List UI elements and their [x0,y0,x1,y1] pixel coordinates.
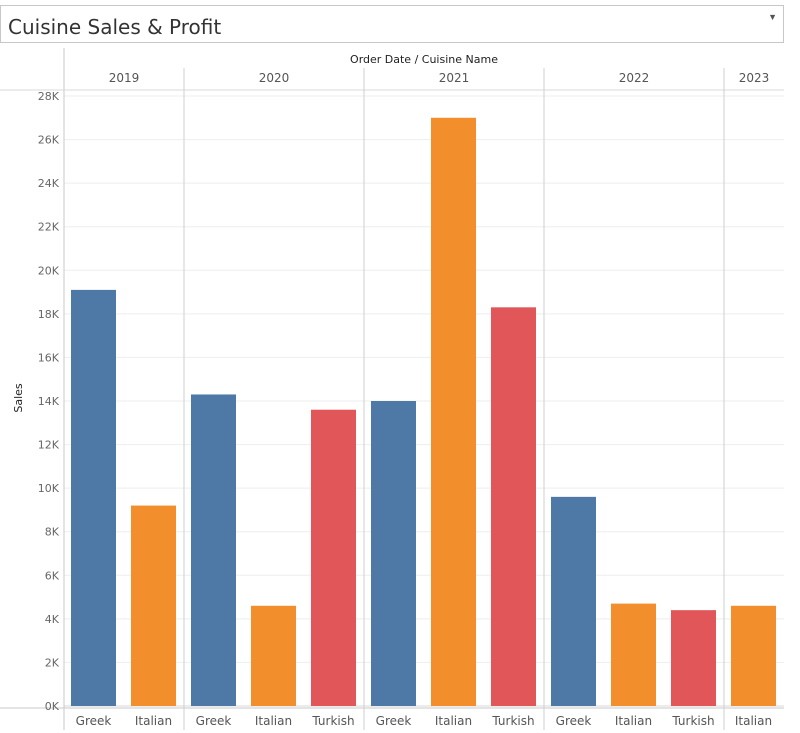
y-tick-label: 0K [45,700,60,713]
bar-greek [371,401,416,706]
bar-turkish [311,409,356,706]
category-label: Turkish [311,714,354,728]
chart-title: Cuisine Sales & Profit [8,15,222,39]
category-label: Turkish [671,714,714,728]
category-label: Italian [435,714,472,728]
y-tick-label: 10K [38,482,60,495]
y-tick-label: 24K [38,177,60,190]
bar-turkish [491,307,536,706]
bar-italian [731,605,776,706]
bar-turkish [671,610,716,706]
y-tick-label: 14K [38,395,60,408]
y-tick-label: 18K [38,308,60,321]
y-axis-label: Sales [12,383,25,413]
category-label: Italian [735,714,772,728]
y-tick-label: 4K [45,613,60,626]
y-tick-label: 28K [38,90,60,103]
y-tick-label: 26K [38,134,60,147]
y-tick-label: 20K [38,264,60,277]
chart-header: Order Date / Cuisine Name [350,53,498,66]
year-label: 2021 [439,71,470,85]
bar-greek [551,496,596,706]
title-box: Cuisine Sales & Profit ▼ [0,5,784,43]
category-label: Greek [196,714,232,728]
category-label: Italian [135,714,172,728]
bar-italian [131,505,176,706]
category-label: Greek [556,714,592,728]
category-label: Turkish [491,714,534,728]
category-label: Greek [76,714,112,728]
y-tick-label: 16K [38,351,60,364]
bar-italian [431,117,476,707]
bar-italian [611,603,656,706]
y-tick-label: 2K [45,656,60,669]
year-label: 2023 [739,71,770,85]
year-label: 2019 [109,71,140,85]
year-label: 2020 [259,71,290,85]
category-label: Italian [615,714,652,728]
bar-greek [71,289,116,706]
y-tick-label: 6K [45,569,60,582]
category-label: Italian [255,714,292,728]
year-label: 2022 [619,71,650,85]
dropdown-arrow-icon[interactable]: ▼ [768,12,777,22]
y-tick-label: 22K [38,221,60,234]
y-tick-label: 12K [38,439,60,452]
bar-greek [191,394,236,706]
category-label: Greek [376,714,412,728]
bar-italian [251,605,296,706]
y-tick-label: 8K [45,526,60,539]
